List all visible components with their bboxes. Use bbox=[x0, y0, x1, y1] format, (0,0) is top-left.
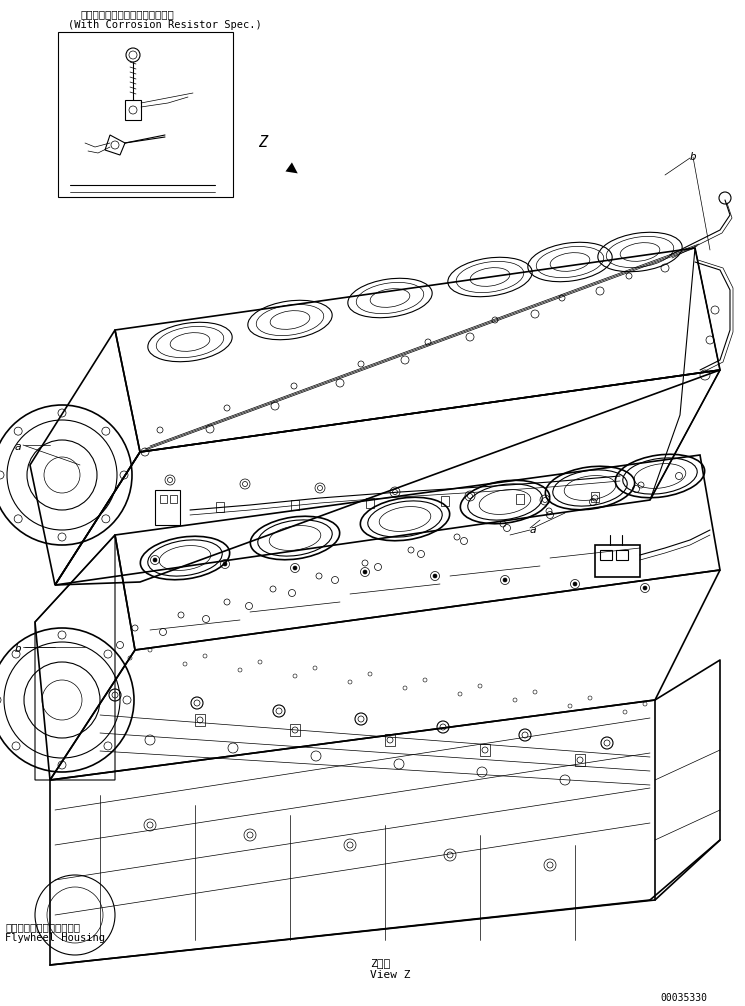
Polygon shape bbox=[105, 135, 125, 155]
Text: a: a bbox=[530, 525, 536, 535]
Bar bbox=[441, 496, 449, 506]
Text: Z　視: Z 視 bbox=[370, 958, 390, 968]
Bar bbox=[385, 734, 395, 746]
Text: Flywheel Housing: Flywheel Housing bbox=[5, 933, 105, 943]
Bar bbox=[516, 494, 524, 504]
Bar bbox=[595, 545, 640, 577]
Text: フライホイールハウジング: フライホイールハウジング bbox=[5, 923, 80, 932]
Text: b: b bbox=[15, 644, 22, 654]
Bar bbox=[160, 495, 167, 503]
Bar bbox=[155, 490, 180, 525]
Bar bbox=[290, 724, 300, 736]
Bar bbox=[216, 502, 224, 512]
Text: View Z: View Z bbox=[370, 970, 410, 980]
Bar bbox=[480, 744, 490, 756]
Bar bbox=[575, 754, 585, 766]
Text: (With Corrosion Resistor Spec.): (With Corrosion Resistor Spec.) bbox=[68, 20, 261, 30]
Text: a: a bbox=[15, 442, 22, 452]
Circle shape bbox=[223, 562, 227, 566]
Circle shape bbox=[153, 558, 157, 562]
Text: （コロージョンレジスタ付仕様）: （コロージョンレジスタ付仕様） bbox=[80, 9, 174, 19]
Bar bbox=[58, 32, 233, 197]
Circle shape bbox=[503, 578, 507, 582]
Bar bbox=[291, 500, 299, 510]
Bar bbox=[170, 495, 177, 503]
Bar bbox=[600, 550, 612, 560]
Text: b: b bbox=[690, 152, 697, 162]
Bar bbox=[616, 550, 628, 560]
Text: Z: Z bbox=[258, 135, 267, 150]
Bar bbox=[195, 714, 205, 726]
Bar bbox=[591, 492, 599, 502]
Circle shape bbox=[293, 566, 297, 570]
Bar bbox=[366, 498, 374, 508]
Circle shape bbox=[573, 582, 577, 586]
Circle shape bbox=[433, 574, 437, 578]
Text: 00035330: 00035330 bbox=[660, 993, 707, 1003]
Circle shape bbox=[363, 570, 367, 574]
Bar bbox=[125, 100, 141, 120]
Circle shape bbox=[643, 586, 647, 590]
